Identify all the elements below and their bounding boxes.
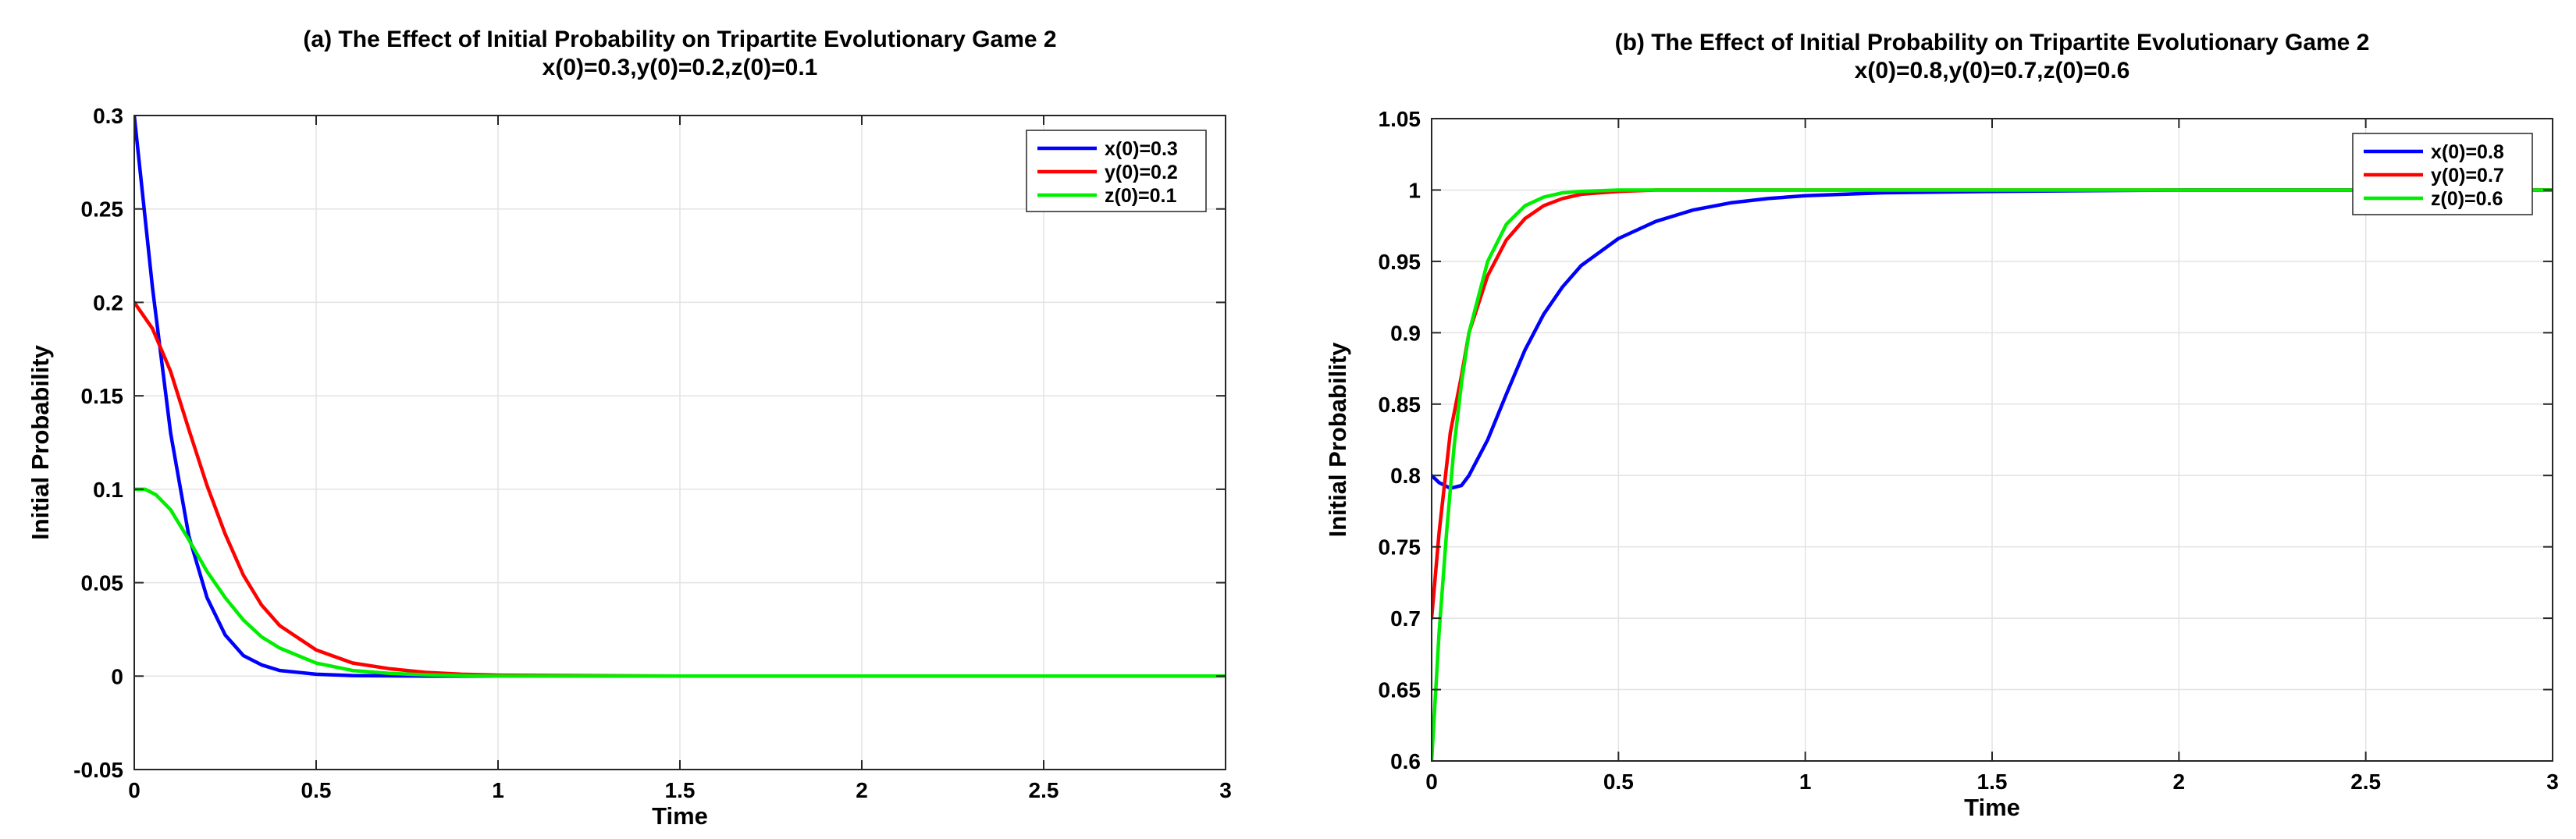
chart2-x-tick-label: 2.5 xyxy=(2350,770,2381,794)
chart1-x-tick-label: 1 xyxy=(492,778,504,802)
chart2-subtitle: x(0)=0.8,y(0)=0.7,z(0)=0.6 xyxy=(1855,58,2130,84)
chart1-legend-label-3: z(0)=0.1 xyxy=(1105,185,1177,207)
chart1-x-tick-label: 1.5 xyxy=(665,778,696,802)
chart2-y-tick-label: 0.6 xyxy=(1390,749,1421,773)
chart1-y-tick-label: 0.2 xyxy=(93,290,123,315)
chart1-series-group xyxy=(134,116,1226,678)
chart2-y-tick-label: 0.85 xyxy=(1379,393,1421,417)
chart2-x-tick-label: 2 xyxy=(2173,770,2186,794)
chart2-title: (b) The Effect of Initial Probability on… xyxy=(1615,30,2370,55)
chart2-y-tick-label: 1 xyxy=(1408,178,1421,202)
chart2-x-tick-label: 1.5 xyxy=(1977,770,2008,794)
chart2-y-tick-label: 0.95 xyxy=(1379,250,1421,274)
chart1-title: (a) The Effect of Initial Probability on… xyxy=(303,27,1056,52)
chart2-y-tick-label: 0.8 xyxy=(1390,464,1421,488)
chart1-y-axis-label: Initial Probability xyxy=(27,344,54,540)
chart2-chart: (b) The Effect of Initial Probability on… xyxy=(1324,30,2559,821)
chart2-legend-label-3: z(0)=0.6 xyxy=(2431,188,2503,210)
chart1-chart: (a) The Effect of Initial Probability on… xyxy=(27,27,1232,830)
chart1-y-tick-label: 0.25 xyxy=(81,197,124,222)
chart2-legend: x(0)=0.8y(0)=0.7z(0)=0.6 xyxy=(2352,133,2533,215)
chart2-y-tick-label: 0.75 xyxy=(1379,535,1421,560)
chart1-x-axis-label: Time xyxy=(652,802,708,830)
chart2-y-tick-label: 0.7 xyxy=(1390,606,1421,631)
chart2-y-axis-label: Initial Probability xyxy=(1324,342,1351,538)
chart1-x-tick-label: 0.5 xyxy=(301,778,332,802)
chart1-x-tick-label: 2.5 xyxy=(1029,778,1059,802)
chart2-ticks xyxy=(1431,118,2553,762)
chart1-legend: x(0)=0.3y(0)=0.2z(0)=0.1 xyxy=(1026,130,1207,212)
chart2-series-line-3 xyxy=(1432,188,2553,761)
chart2-y-tick-label: 0.65 xyxy=(1379,678,1421,702)
chart1-y-tick-label: 0 xyxy=(111,664,123,688)
chart1-ticks xyxy=(133,115,1226,770)
chart1-x-tick-label: 3 xyxy=(1219,778,1232,802)
chart1-x-tick-label: 0 xyxy=(128,778,141,802)
chart1-y-tick-label: 0.3 xyxy=(93,104,123,128)
chart2-series-group xyxy=(1432,188,2553,761)
chart1-series-line-3 xyxy=(134,487,1226,678)
chart1-subtitle: x(0)=0.3,y(0)=0.2,z(0)=0.1 xyxy=(543,55,818,80)
chart1-y-tick-label: 0.1 xyxy=(93,478,123,502)
chart2-x-tick-label: 3 xyxy=(2546,770,2559,794)
chart2-x-tick-label: 0 xyxy=(1425,770,1438,794)
chart1-x-tick-label: 2 xyxy=(856,778,868,802)
chart1-y-tick-label: 0.05 xyxy=(81,571,124,595)
chart1-y-tick-label: -0.05 xyxy=(73,758,123,782)
chart2-y-tick-label: 1.05 xyxy=(1379,107,1421,131)
chart2-x-tick-label: 1 xyxy=(1799,770,1812,794)
chart2-series-line-1 xyxy=(1432,188,2553,490)
chart2-y-tick-label: 0.9 xyxy=(1390,321,1421,345)
chart2-legend-label-2: y(0)=0.7 xyxy=(2431,165,2504,187)
chart1-y-tick-label: 0.15 xyxy=(81,384,124,408)
chart2-legend-label-1: x(0)=0.8 xyxy=(2431,141,2504,163)
chart2-x-axis-label: Time xyxy=(1964,794,2020,821)
chart1-legend-label-1: x(0)=0.3 xyxy=(1105,138,1178,160)
chart2-x-tick-label: 0.5 xyxy=(1603,770,1634,794)
chart1-legend-label-2: y(0)=0.2 xyxy=(1105,162,1178,183)
